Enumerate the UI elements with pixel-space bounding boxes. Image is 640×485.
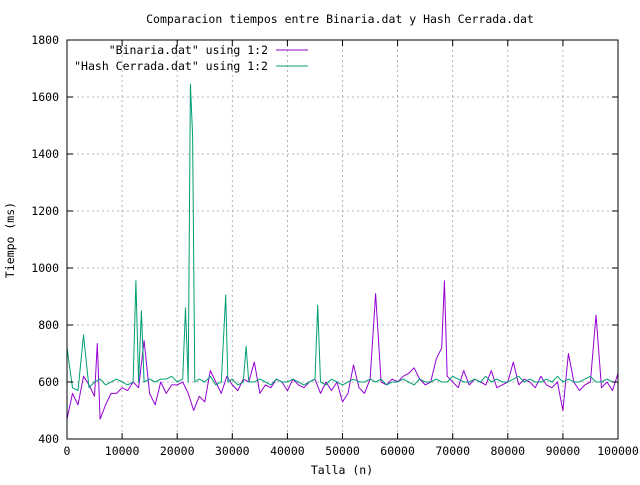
legend-label-2: "Hash Cerrada.dat" using 1:2	[74, 59, 268, 73]
x-tick-label: 70000	[435, 444, 470, 458]
chart-title: Comparacion tiempos entre Binaria.dat y …	[146, 12, 534, 26]
x-tick-label: 80000	[490, 444, 525, 458]
y-tick-label: 1200	[31, 204, 59, 218]
tick-labels: 400 600 800 1000 1200 1400 1600 1800 0 10000 20000…	[31, 33, 639, 458]
y-tick-label: 1000	[31, 261, 59, 275]
series-line-2	[66, 83, 618, 392]
y-tick-label: 600	[38, 375, 59, 389]
y-tick-label: 1600	[31, 90, 59, 104]
series-group	[66, 83, 619, 420]
x-tick-label: 100000	[597, 444, 639, 458]
grid-lines	[67, 40, 618, 439]
y-tick-label: 800	[38, 318, 59, 332]
x-tick-label: 10000	[105, 444, 140, 458]
legend: "Binaria.dat" using 1:2 "Hash Cerrada.dat…	[74, 43, 308, 73]
y-axis-label: Tiempo (ms)	[3, 202, 17, 278]
x-tick-label: 30000	[215, 444, 250, 458]
y-tick-label: 1400	[31, 147, 59, 161]
series-line-1	[66, 280, 619, 420]
x-tick-label: 90000	[546, 444, 581, 458]
x-tick-label: 0	[64, 444, 71, 458]
x-tick-label: 20000	[160, 444, 195, 458]
x-tick-label: 60000	[380, 444, 415, 458]
y-tick-label: 1800	[31, 33, 59, 47]
x-tick-label: 40000	[270, 444, 305, 458]
x-axis-label: Talla (n)	[311, 463, 373, 477]
y-tick-label: 400	[38, 432, 59, 446]
legend-label-1: "Binaria.dat" using 1:2	[109, 43, 268, 57]
x-tick-label: 50000	[325, 444, 360, 458]
axis-ticks	[66, 39, 619, 440]
